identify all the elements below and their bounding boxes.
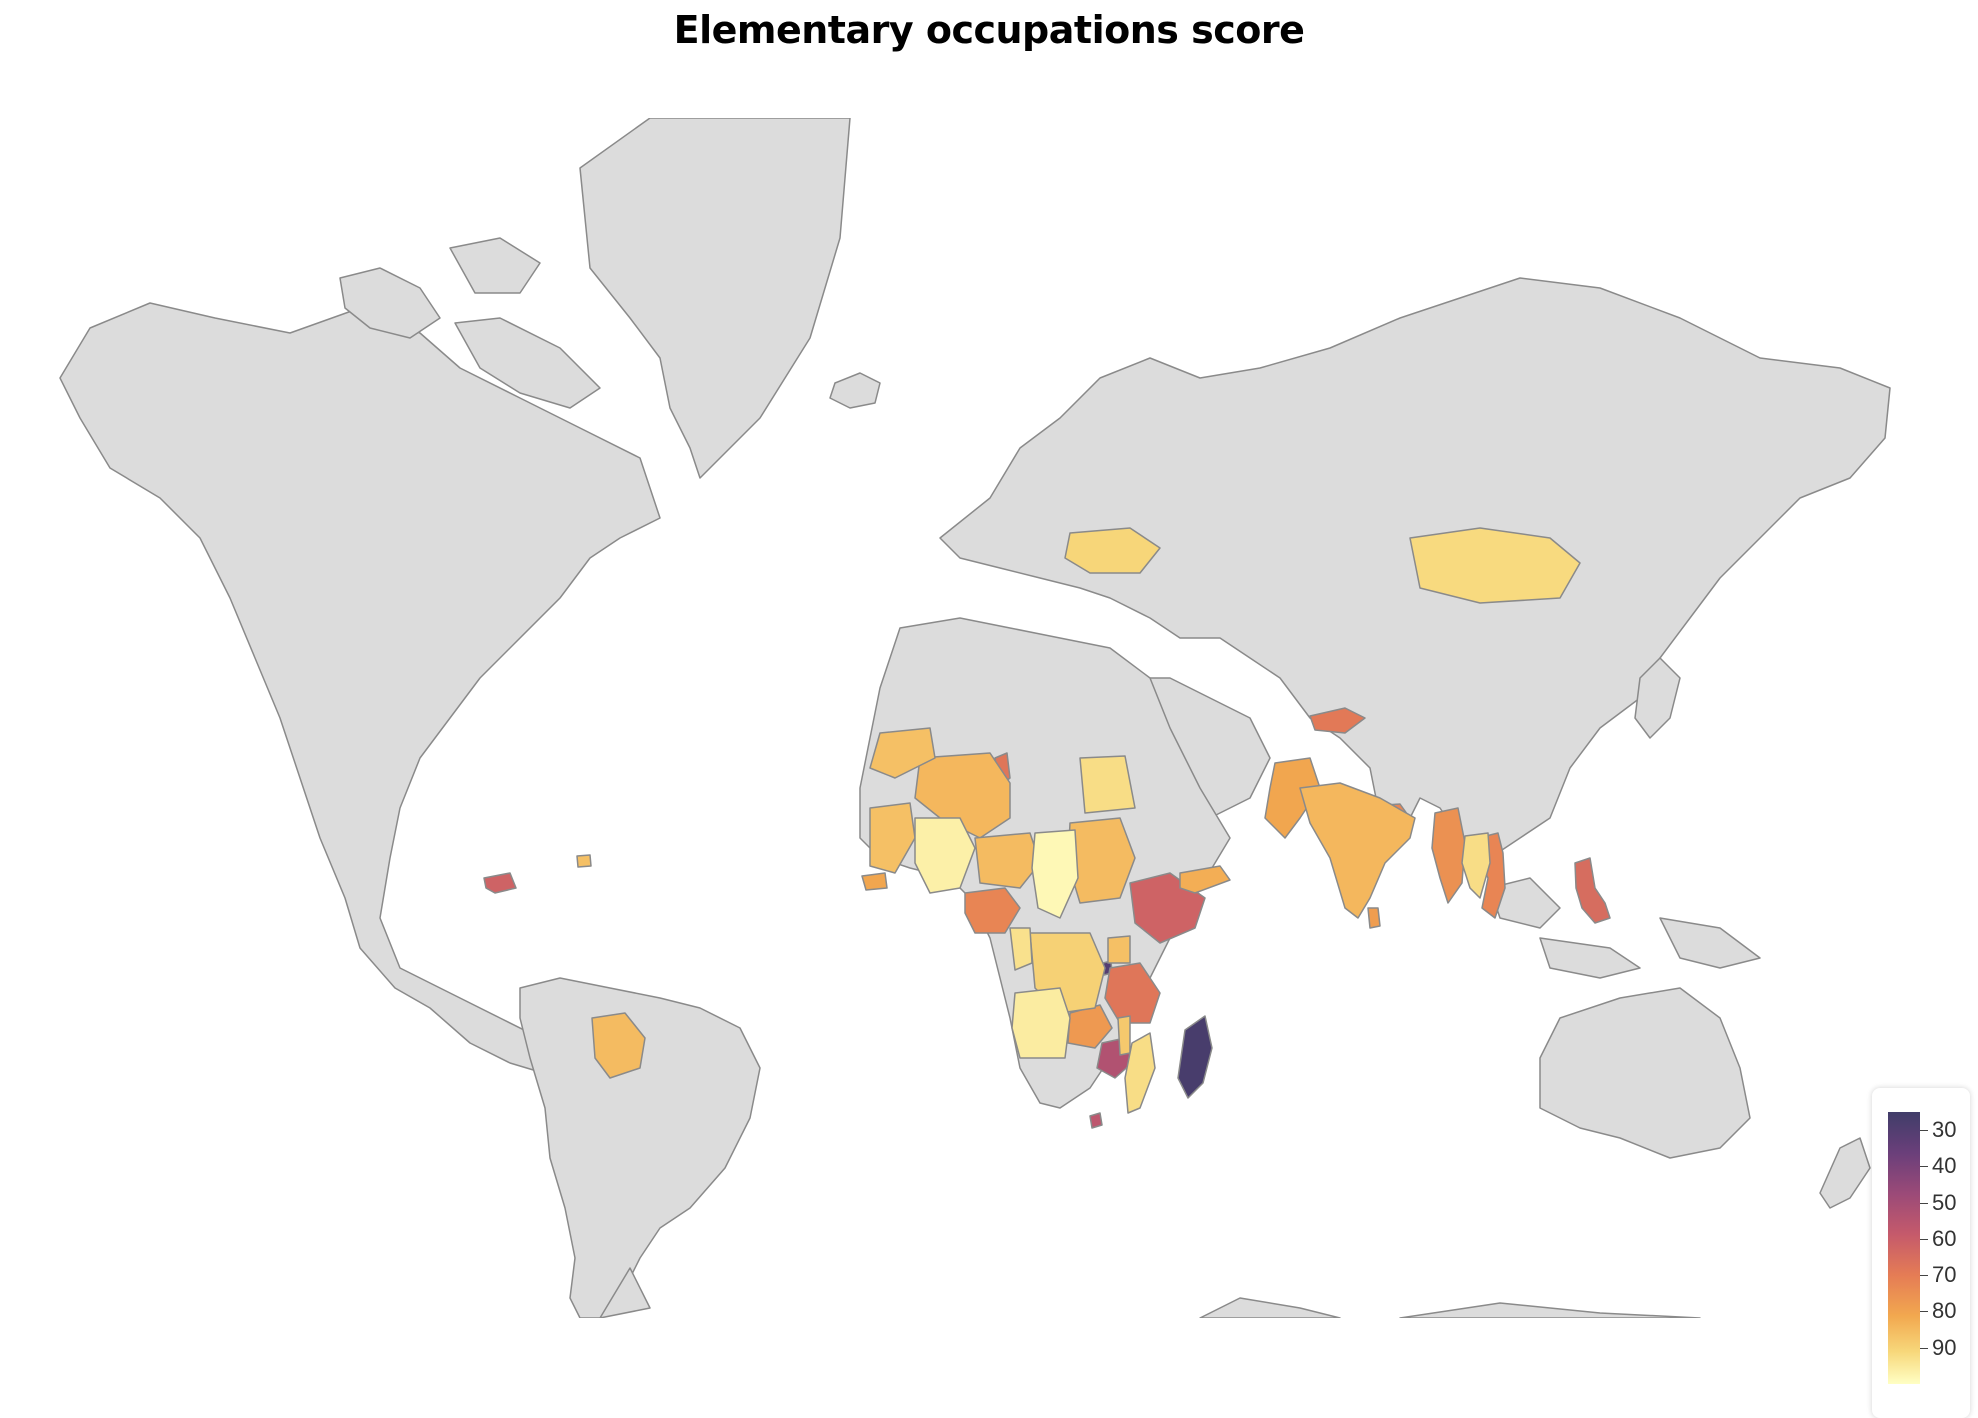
land-south-america [520,978,760,1318]
colorbar-tick-label-60: 60 [1932,1228,1956,1250]
land-north-america [60,303,660,1078]
land-maritime-se-asia [1490,878,1760,978]
world-map: Madagascar: 27Burundi: 30Zimbabwe: 52Esw… [0,118,1978,1318]
colorbar-tick-label-70: 70 [1932,1264,1956,1286]
map-canvas: Madagascar: 27Burundi: 30Zimbabwe: 52Esw… [0,118,1978,1318]
country-sri-lanka[interactable]: Sri Lanka: 76 [1368,908,1380,928]
country-senegal[interactable]: Senegal: 78 [862,873,887,890]
land-antarctica [600,1268,1700,1318]
country-egypt[interactable]: Egypt: 91 [1080,756,1135,813]
country-haiti[interactable]: Haiti: 84 [577,855,591,867]
colorbar-tick-50 [1920,1203,1928,1204]
land-new-zealand [1820,1138,1870,1208]
country-malawi[interactable]: Malawi: 86 [1118,1016,1130,1055]
colorbar-tick-label-80: 80 [1932,1300,1956,1322]
colorbar-gradient [1888,1112,1920,1384]
colorbar-tick-30 [1920,1130,1928,1131]
chart-title: Elementary occupations score [0,8,1978,52]
colorbar-tick-label-90: 90 [1932,1337,1956,1359]
colorbar-legend: 30 40 50 60 70 80 90 [1872,1088,1970,1418]
country-angola[interactable]: Angola: 95 [1012,988,1070,1058]
land-australia [1540,988,1750,1158]
colorbar-tick-60 [1920,1239,1928,1240]
colorbar-tick-70 [1920,1275,1928,1276]
colorbar-tick-90 [1920,1348,1928,1349]
country-honduras[interactable]: Honduras: 60 [484,873,516,893]
land-iceland [830,373,880,408]
land-greenland [580,118,850,478]
country-myanmar[interactable]: Myanmar: 73 [1432,808,1465,903]
country-philippines[interactable]: Philippines: 63 [1575,858,1610,923]
base-land [60,118,1890,1318]
country-madagascar[interactable]: Madagascar: 27 [1178,1016,1212,1098]
country-uganda[interactable]: Uganda: 84 [1108,936,1130,963]
colorbar-tick-label-30: 30 [1932,1119,1956,1141]
country-eswatini[interactable]: Eswatini: 55 [1090,1113,1102,1128]
colorbar-tick-40 [1920,1166,1928,1167]
colorbar-tick-label-40: 40 [1932,1155,1956,1177]
colorbar-tick-80 [1920,1311,1928,1312]
colorbar-tick-label-50: 50 [1932,1192,1956,1214]
